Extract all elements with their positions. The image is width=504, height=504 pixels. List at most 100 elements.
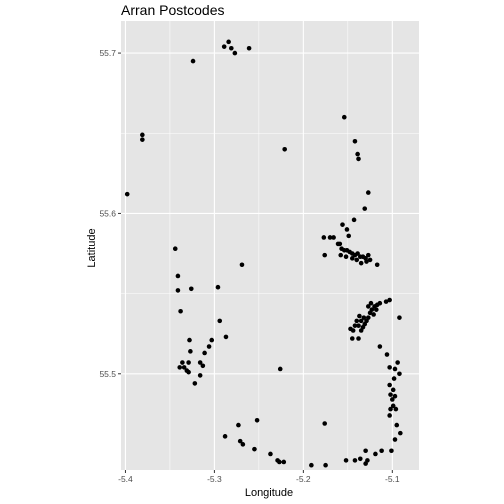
x-tick-label: -5.4 [118,474,133,484]
data-point [217,318,223,324]
data-point [124,191,130,197]
data-point [390,397,395,402]
data-point [352,138,358,144]
data-point [356,336,361,341]
data-point [277,366,283,372]
data-point [397,315,402,320]
data-point [200,363,206,369]
data-point [186,369,191,375]
data-point [387,382,392,388]
data-point [344,227,350,232]
data-point [368,300,374,306]
data-point [254,417,260,423]
data-point [392,366,398,372]
data-point [240,442,246,447]
data-point [377,344,383,349]
data-point [367,257,373,263]
y-tick-label: 55.7 [99,48,116,58]
data-point [374,262,380,268]
data-point [354,318,360,324]
data-point [374,307,379,312]
data-point [221,44,227,49]
data-point [338,252,344,258]
data-point [186,360,191,365]
data-point [373,451,378,457]
data-point [181,365,187,370]
data-point [275,458,280,463]
data-point [387,297,392,303]
data-point [357,313,362,319]
data-point [322,421,328,426]
data-point [340,222,345,227]
data-point [343,254,349,260]
data-point [177,365,183,370]
x-tick-label: -5.1 [385,474,400,484]
data-point [348,326,353,332]
data-point [371,312,376,317]
data-point [355,251,360,256]
data-point [281,459,287,465]
x-axis-title: Longitude [245,487,293,499]
y-tick-label: 55.5 [99,369,116,379]
data-point [232,50,238,56]
data-point [358,318,364,324]
data-point [188,286,194,292]
data-points [124,39,403,468]
data-point [357,456,363,462]
data-point [388,392,393,397]
data-point [178,308,183,314]
data-point [321,235,327,240]
data-point [341,114,347,120]
data-point [140,137,145,142]
data-point [252,446,257,452]
data-point [331,235,336,240]
x-tick-label: -5.2 [296,474,311,484]
data-point [236,422,241,428]
data-point [190,58,196,64]
data-point [352,323,358,328]
data-point [175,273,181,279]
data-point [367,310,373,316]
y-tick-label: 55.6 [99,208,116,218]
data-point [172,246,178,252]
data-point [365,304,371,309]
data-point [175,288,181,293]
data-point [365,458,370,463]
data-point [361,315,367,320]
data-point [246,45,252,51]
y-axis-title: Latitude [86,228,98,267]
data-point [188,349,193,354]
data-point [206,344,212,349]
data-point [387,413,392,418]
data-point [358,328,364,333]
data-point [202,350,207,356]
data-point [364,259,369,264]
data-point [356,323,361,328]
data-point [391,376,397,381]
data-point [282,146,287,152]
data-point [392,393,398,399]
data-point [351,217,357,223]
x-tick-label: -5.3 [207,474,222,484]
data-point [394,422,400,428]
data-point [226,39,231,45]
data-point [229,45,234,51]
data-point [222,434,228,439]
data-point [388,406,393,412]
data-point [398,430,403,436]
data-point [397,371,402,377]
data-point [197,360,203,365]
data-point [322,252,328,258]
data-point [384,352,390,357]
data-point [309,462,314,468]
data-point [393,406,399,412]
data-point [337,241,343,247]
data-point [395,360,400,365]
data-point [390,387,396,393]
data-point [239,262,245,268]
data-point [379,448,384,454]
data-point [389,448,394,454]
data-point [356,156,361,162]
data-point [197,373,203,378]
